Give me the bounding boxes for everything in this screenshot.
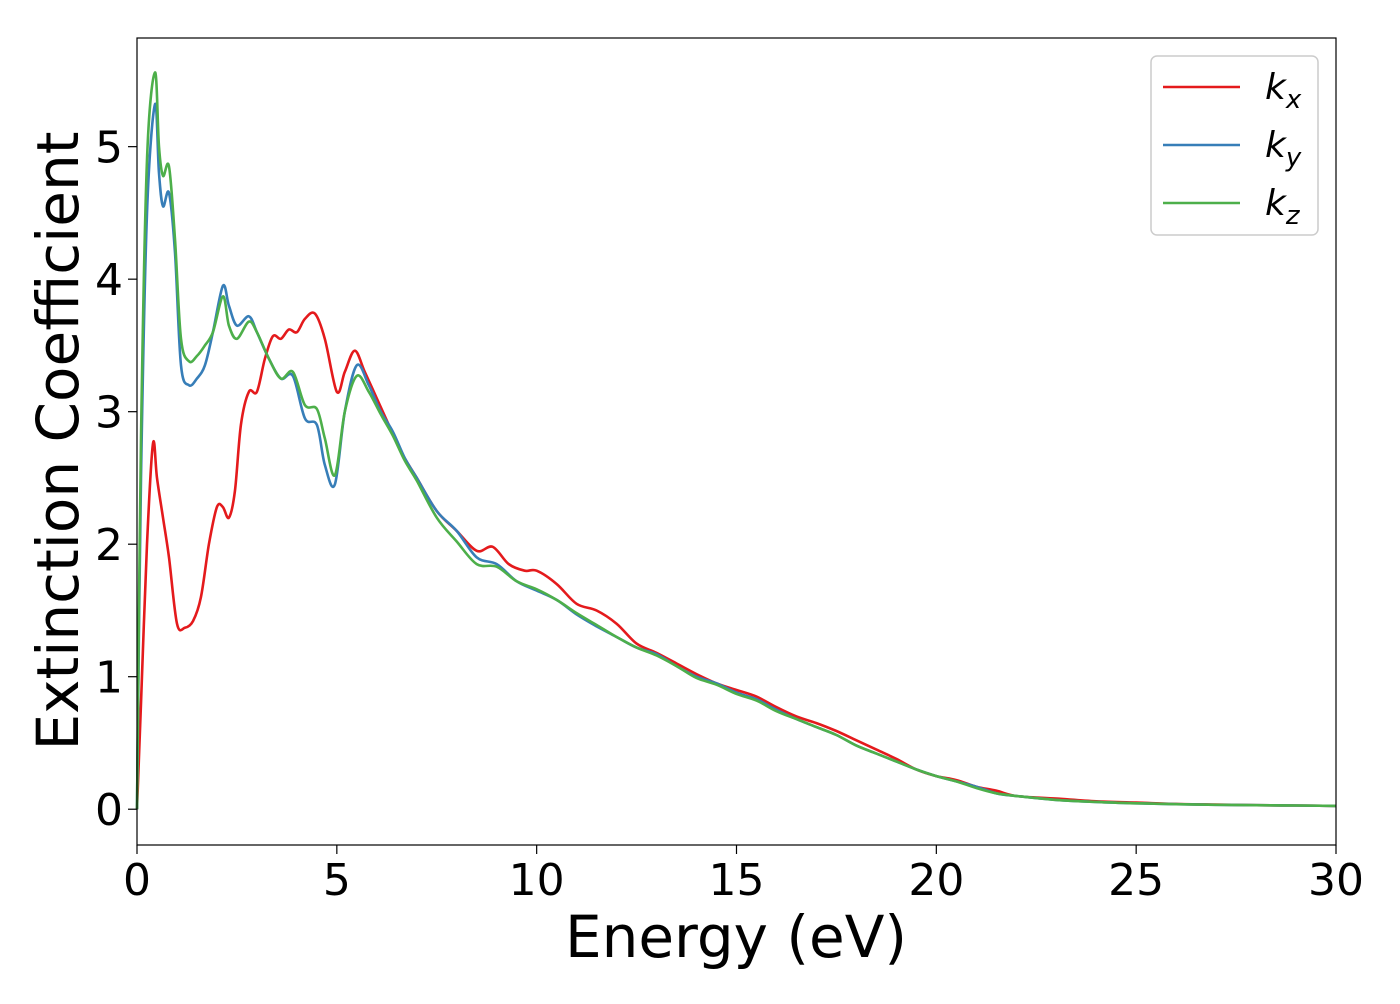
x-tick-label: 20 xyxy=(908,855,964,906)
x-tick-label: 5 xyxy=(323,855,351,906)
x-tick-label: 10 xyxy=(509,855,565,906)
y-tick-label: 2 xyxy=(95,520,123,571)
legend-label-kz: kz xyxy=(1265,183,1301,231)
y-tick-label: 4 xyxy=(95,255,123,306)
legend-label-ky: ky xyxy=(1265,125,1302,173)
x-tick-label: 30 xyxy=(1308,855,1364,906)
y-tick-label: 5 xyxy=(95,123,123,174)
x-tick-label: 15 xyxy=(709,855,765,906)
plot-area xyxy=(137,38,1336,845)
y-tick-label: 1 xyxy=(95,653,123,704)
series-layer xyxy=(135,71,1337,810)
legend: kx ky kz xyxy=(1150,55,1319,236)
x-tick-label: 0 xyxy=(123,855,151,906)
tick-layer: 0 5 10 15 20 25 30 0 1 2 3 4 5 xyxy=(95,123,1364,906)
x-tick-label: 25 xyxy=(1108,855,1164,906)
series-line-kz xyxy=(135,71,1337,810)
y-axis-label: Extinction Coefficient xyxy=(24,132,92,751)
y-tick-label: 0 xyxy=(95,785,123,836)
y-tick-label: 3 xyxy=(95,388,123,439)
x-axis-label: Energy (eV) xyxy=(565,903,907,971)
legend-label-kx: kx xyxy=(1265,67,1302,115)
